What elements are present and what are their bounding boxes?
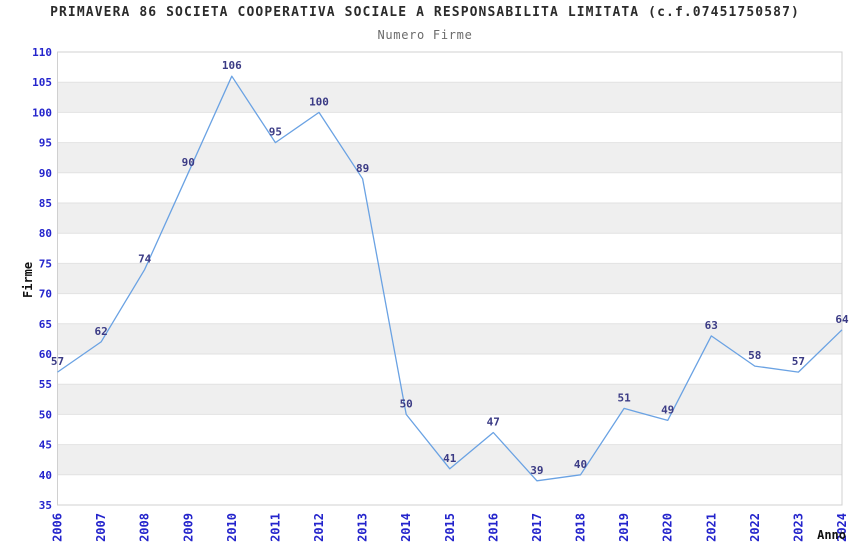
plot-band	[57, 142, 842, 173]
point-label: 57	[792, 355, 805, 368]
y-tick-label: 45	[39, 439, 52, 452]
x-tick-label: 2006	[51, 513, 65, 542]
x-tick-label: 2021	[704, 513, 718, 542]
y-tick-label: 100	[32, 106, 52, 119]
point-label: 95	[269, 126, 282, 139]
point-label: 63	[705, 319, 718, 332]
x-tick-label: 2018	[574, 513, 588, 542]
y-axis-title: Firme	[21, 261, 35, 298]
y-tick-label: 110	[32, 46, 52, 59]
x-tick-label: 2008	[138, 513, 152, 542]
plot-band	[57, 444, 842, 475]
point-label: 74	[138, 252, 152, 265]
point-label: 106	[222, 59, 242, 72]
point-label: 40	[574, 458, 587, 471]
y-tick-label: 60	[39, 348, 52, 361]
y-tick-label: 105	[32, 76, 52, 89]
y-tick-label: 55	[39, 378, 52, 391]
data-line	[57, 75, 843, 482]
x-tick-label: 2017	[530, 513, 544, 542]
y-tick-label: 75	[39, 257, 52, 270]
x-tick-label: 2013	[356, 513, 370, 542]
y-tick-label: 85	[39, 197, 52, 210]
y-tick-label: 40	[39, 469, 52, 482]
point-label: 49	[661, 403, 674, 416]
x-tick-label: 2023	[791, 513, 805, 542]
y-tick-label: 35	[39, 499, 52, 512]
y-tick-label: 65	[39, 318, 52, 331]
y-tick-label: 80	[39, 227, 52, 240]
x-tick-label: 2014	[399, 513, 413, 542]
point-label: 47	[487, 416, 500, 429]
x-tick-label: 2022	[748, 513, 762, 542]
point-label: 51	[617, 391, 631, 404]
point-label: 62	[94, 325, 107, 338]
plot-border	[57, 51, 843, 506]
plot-band	[57, 82, 842, 113]
y-tick-label: 95	[39, 137, 52, 150]
plot-band	[57, 323, 842, 354]
x-tick-label: 2007	[94, 513, 108, 542]
x-tick-label: 2020	[661, 513, 675, 542]
y-tick-label: 90	[39, 167, 52, 180]
point-label: 41	[443, 452, 457, 465]
x-tick-label: 2009	[181, 513, 195, 542]
point-label: 57	[51, 355, 64, 368]
point-label: 39	[530, 464, 543, 477]
plot-band	[57, 263, 842, 294]
x-tick-label: 2016	[486, 513, 500, 542]
x-tick-label: 2011	[268, 513, 282, 542]
chart-subtitle: Numero Firme	[377, 28, 473, 42]
x-tick-label: 2019	[617, 513, 631, 542]
x-axis-title: Anno	[817, 528, 846, 542]
point-label: 89	[356, 162, 369, 175]
y-tick-label: 70	[39, 288, 52, 301]
point-label: 58	[748, 349, 761, 362]
plot-band	[57, 203, 842, 234]
point-label: 64	[835, 313, 849, 326]
chart-title: PRIMAVERA 86 SOCIETA COOPERATIVA SOCIALE…	[50, 5, 800, 20]
x-tick-label: 2024	[835, 513, 849, 542]
point-label: 100	[309, 95, 329, 108]
x-tick-label: 2010	[225, 513, 239, 542]
plot-band	[57, 384, 842, 415]
point-label: 50	[400, 397, 413, 410]
point-label: 90	[182, 156, 195, 169]
x-tick-label: 2012	[312, 513, 326, 542]
y-tick-label: 50	[39, 408, 52, 421]
x-tick-label: 2015	[443, 513, 457, 542]
